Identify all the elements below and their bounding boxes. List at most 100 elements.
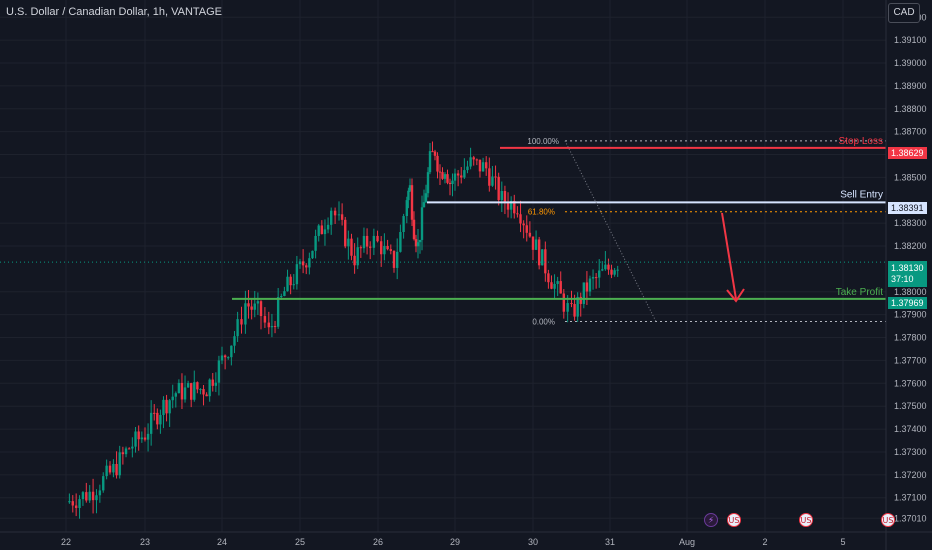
candle-body [298, 261, 302, 265]
candle-body [180, 382, 184, 400]
fib-618-label: 61.80% [528, 208, 555, 217]
currency-button[interactable]: CAD [888, 3, 920, 23]
candle-body [500, 191, 503, 201]
sell-entry-label: Sell Entry [840, 189, 883, 200]
candle-body [276, 297, 280, 327]
stop-loss-label: Stop Loss [839, 136, 883, 147]
candle-body [456, 173, 460, 176]
candle-body [408, 185, 412, 191]
candle-body [143, 437, 147, 440]
candle-body [424, 193, 428, 203]
take-profit-label: Take Profit [836, 287, 883, 298]
candle-body [576, 296, 579, 317]
candle-body [428, 151, 432, 173]
candle-body [183, 387, 187, 400]
candle-body [547, 273, 550, 283]
candle-body [491, 176, 494, 186]
candle-body [220, 355, 224, 361]
candle-body [383, 245, 386, 255]
time-tick-label: 24 [217, 537, 227, 547]
time-tick-label: 31 [605, 537, 615, 547]
candle-body [283, 291, 286, 296]
candle-body [441, 172, 444, 179]
candle-body [463, 170, 466, 178]
symbol-title[interactable]: U.S. Dollar / Canadian Dollar, 1h, VANTA… [6, 6, 223, 18]
candle-body [186, 383, 190, 388]
candle-body [525, 225, 528, 233]
candle-body [386, 245, 389, 250]
candle-body [68, 501, 71, 503]
candle-body [453, 173, 457, 181]
candle-body [208, 379, 211, 397]
candle-body [418, 239, 422, 243]
price-tick-label: 1.37700 [894, 355, 927, 365]
price-tick-label: 1.37300 [894, 447, 927, 457]
candle-body [149, 412, 153, 434]
candle-body [74, 505, 78, 508]
price-tick-label: 1.37800 [894, 333, 927, 343]
candle-body [559, 281, 562, 294]
candle-body [443, 174, 447, 179]
us-flag-event-icon[interactable]: US [799, 513, 813, 527]
time-tick-label: 26 [373, 537, 383, 547]
candle-body [405, 200, 408, 217]
candle-body [165, 399, 168, 414]
candle-body [365, 235, 369, 247]
candle-body [585, 282, 589, 292]
candle-body [244, 303, 247, 325]
candle-body [301, 261, 305, 266]
candle-body [115, 463, 118, 476]
take-profit-price-tag: 1.37969 [888, 297, 927, 309]
candle-body [588, 278, 592, 292]
time-tick-label: 2 [762, 537, 767, 547]
candle-body [156, 412, 159, 425]
price-tick-label: 1.38500 [894, 172, 927, 182]
drawing-labels: Stop Loss Sell Entry Take Profit 100.00% 61.… [527, 136, 883, 327]
candle-body [344, 219, 347, 247]
candle-body [376, 235, 379, 242]
candle-body [137, 431, 140, 440]
us-flag-event-icon[interactable]: US [881, 513, 895, 527]
candle-body [134, 431, 137, 447]
price-tick-label: 1.37400 [894, 424, 927, 434]
candle-body [412, 219, 416, 240]
price-tick-label: 1.39100 [894, 35, 927, 45]
stop-loss-price-tag: 1.38629 [888, 147, 927, 159]
candle-body [247, 303, 250, 307]
sell-entry-price-tag: 1.38391 [888, 202, 927, 214]
candle-body [509, 200, 513, 210]
candle-body [81, 492, 85, 500]
candle-body [566, 303, 569, 312]
candle-body [522, 223, 525, 226]
candle-body [598, 270, 601, 278]
sell-arrow-head [726, 288, 745, 303]
candle-body [503, 191, 507, 204]
candle-body [340, 214, 344, 220]
fib-100-label: 100.00% [527, 137, 559, 146]
candle-body [153, 412, 156, 414]
candle-body [227, 357, 230, 359]
candle-body [223, 355, 227, 358]
price-tick-label: 1.37500 [894, 401, 927, 411]
candle-body [286, 276, 289, 292]
candle-body [217, 360, 221, 383]
candle-body [356, 247, 359, 266]
candle-body [369, 246, 372, 248]
candle-body [438, 171, 442, 173]
candle-body [579, 296, 582, 304]
candle-body [131, 446, 134, 449]
candle-body [253, 303, 256, 310]
candle-body [466, 166, 469, 171]
candle-body [199, 389, 202, 391]
candle-body [610, 269, 613, 275]
candle-body [320, 225, 324, 235]
candle-body [481, 162, 485, 172]
candle-body [591, 277, 595, 279]
candle-body [177, 382, 181, 394]
drawing-lines [0, 140, 886, 323]
us-flag-event-icon[interactable]: US [727, 513, 741, 527]
lightning-event-icon[interactable]: ⚡ [704, 513, 718, 527]
candle-body [98, 490, 102, 496]
candle-body [372, 235, 376, 248]
